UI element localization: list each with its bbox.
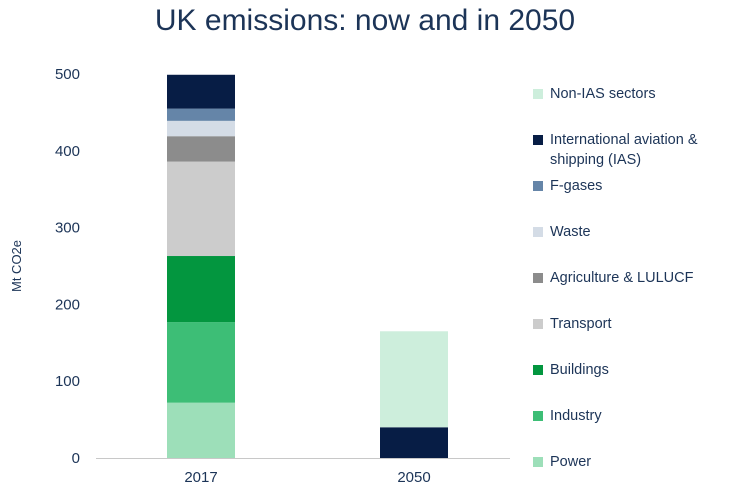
legend-swatch: [533, 227, 543, 237]
y-axis-label: Mt CO2e: [9, 240, 24, 292]
y-tick-label: 0: [72, 450, 80, 467]
legend-label: Power: [550, 454, 592, 470]
bar-segment: [167, 136, 235, 162]
y-tick-label: 400: [55, 143, 80, 160]
legend-label: F-gases: [550, 178, 603, 194]
legend-swatch: [533, 411, 543, 421]
legend-item: Waste: [533, 222, 591, 242]
legend-item: Agriculture & LULUCF: [533, 268, 693, 288]
y-tick-label: 200: [55, 296, 80, 313]
bar-segment: [380, 331, 448, 428]
legend-swatch: [533, 181, 543, 191]
legend-item: Industry: [533, 406, 602, 426]
bar-segment: [167, 256, 235, 323]
chart-title: UK emissions: now and in 2050: [154, 4, 576, 37]
bar-segment: [167, 322, 235, 403]
bar-segment: [167, 108, 235, 121]
legend-label: Non-IAS sectors: [550, 86, 656, 102]
legend-label: Waste: [550, 224, 591, 240]
legend-swatch: [533, 365, 543, 375]
bar-segment: [167, 120, 235, 137]
legend-item: Non-IAS sectors: [533, 84, 656, 104]
legend-swatch: [533, 319, 543, 329]
legend-label: Buildings: [550, 362, 609, 378]
bar-segment: [380, 427, 448, 458]
legend-item: F-gases: [533, 176, 602, 196]
legend-label: International aviation & shipping (IAS): [550, 132, 698, 168]
legend-item: Transport: [533, 314, 612, 334]
legend-swatch: [533, 135, 543, 145]
legend-item: Buildings: [533, 360, 609, 380]
legend-swatch: [533, 273, 543, 283]
y-tick-label: 100: [55, 373, 80, 390]
x-tick-label: 2050: [397, 469, 430, 486]
bar-segment: [167, 161, 235, 257]
y-tick-label: 500: [55, 66, 80, 83]
legend-swatch: [533, 89, 543, 99]
legend-item: Power: [533, 452, 591, 472]
legend-swatch: [533, 457, 543, 467]
legend-label: Agriculture & LULUCF: [550, 270, 694, 286]
legend-label: Industry: [550, 408, 602, 424]
y-tick-label: 300: [55, 220, 80, 237]
legend-item: International aviation & shipping (IAS): [533, 130, 730, 170]
legend-label: Transport: [550, 316, 612, 332]
bar-segment: [167, 402, 235, 458]
bar-segment: [167, 74, 235, 109]
x-tick-label: 2017: [184, 469, 217, 486]
